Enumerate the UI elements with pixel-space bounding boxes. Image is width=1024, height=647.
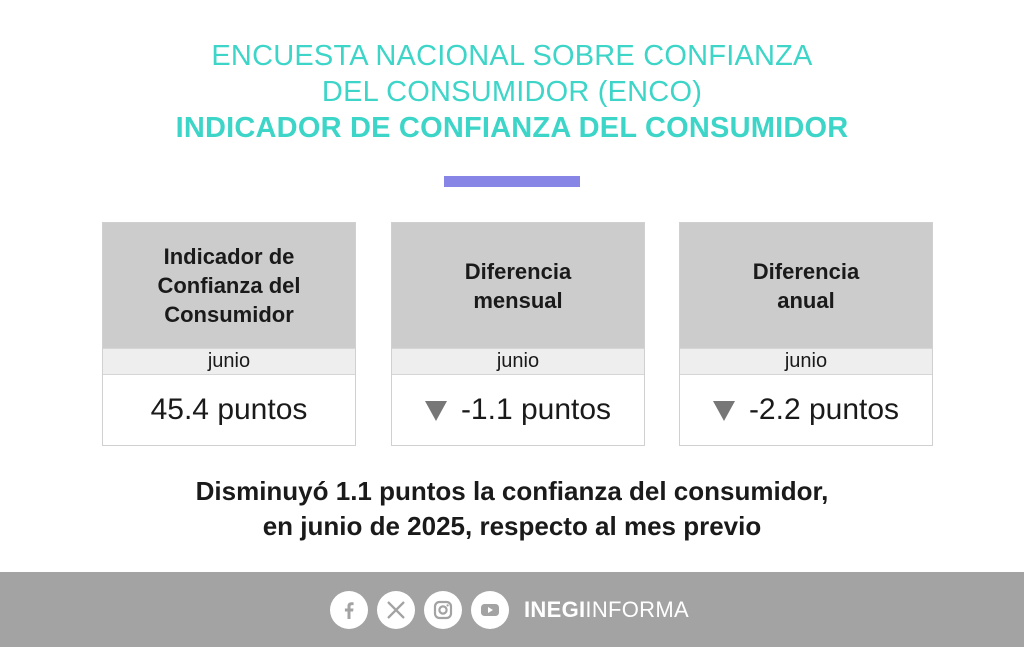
card-value: -1.1 puntos (392, 375, 644, 445)
instagram-icon[interactable] (424, 591, 462, 629)
accent-divider (444, 176, 580, 187)
card-value-text: 45.4 puntos (150, 393, 308, 426)
header: ENCUESTA NACIONAL SOBRE CONFIANZA DEL CO… (0, 38, 1024, 146)
x-icon[interactable] (377, 591, 415, 629)
card-header: Indicador de Confianza del Consumidor (103, 223, 355, 348)
facebook-icon[interactable] (330, 591, 368, 629)
brand-regular-text: INFORMA (585, 597, 689, 622)
card-header: Diferencia anual (680, 223, 932, 348)
down-triangle-icon (712, 401, 735, 421)
card-value: 45.4 puntos (103, 375, 355, 445)
down-triangle-icon (424, 401, 447, 421)
card-period: junio (392, 348, 644, 375)
subtitle: INDICADOR DE CONFIANZA DEL CONSUMIDOR (175, 112, 849, 144)
card-monthly-difference: Diferencia mensual junio -1.1 puntos (391, 222, 645, 446)
summary-text: Disminuyó 1.1 puntos la confianza del co… (0, 474, 1024, 544)
card-header: Diferencia mensual (392, 223, 644, 348)
card-value: -2.2 puntos (680, 375, 932, 445)
card-title: Indicador de Confianza del Consumidor (157, 244, 301, 327)
card-title: Diferencia mensual (464, 258, 572, 313)
card-indicator: Indicador de Confianza del Consumidor ju… (102, 222, 356, 446)
youtube-icon[interactable] (471, 591, 509, 629)
card-value-text: -2.2 puntos (748, 393, 900, 426)
card-period: junio (680, 348, 932, 375)
card-value-text: -1.1 puntos (460, 393, 612, 426)
footer-bar (0, 572, 1024, 647)
title-line-2: DEL CONSUMIDOR (ENCO) (321, 76, 703, 108)
card-period: junio (103, 348, 355, 375)
card-annual-difference: Diferencia anual junio -2.2 puntos (679, 222, 933, 446)
title-line-1: ENCUESTA NACIONAL SOBRE CONFIANZA (211, 40, 813, 72)
brand-wordmark: INEGIINFORMA (524, 597, 689, 623)
summary-line-2: en junio de 2025, respecto al mes previo (262, 511, 762, 541)
card-title: Diferencia anual (752, 258, 860, 313)
summary-line-1: Disminuyó 1.1 puntos la confianza del co… (195, 476, 829, 506)
brand-bold-text: INEGI (524, 597, 586, 622)
social-links: INEGIINFORMA (330, 591, 689, 629)
